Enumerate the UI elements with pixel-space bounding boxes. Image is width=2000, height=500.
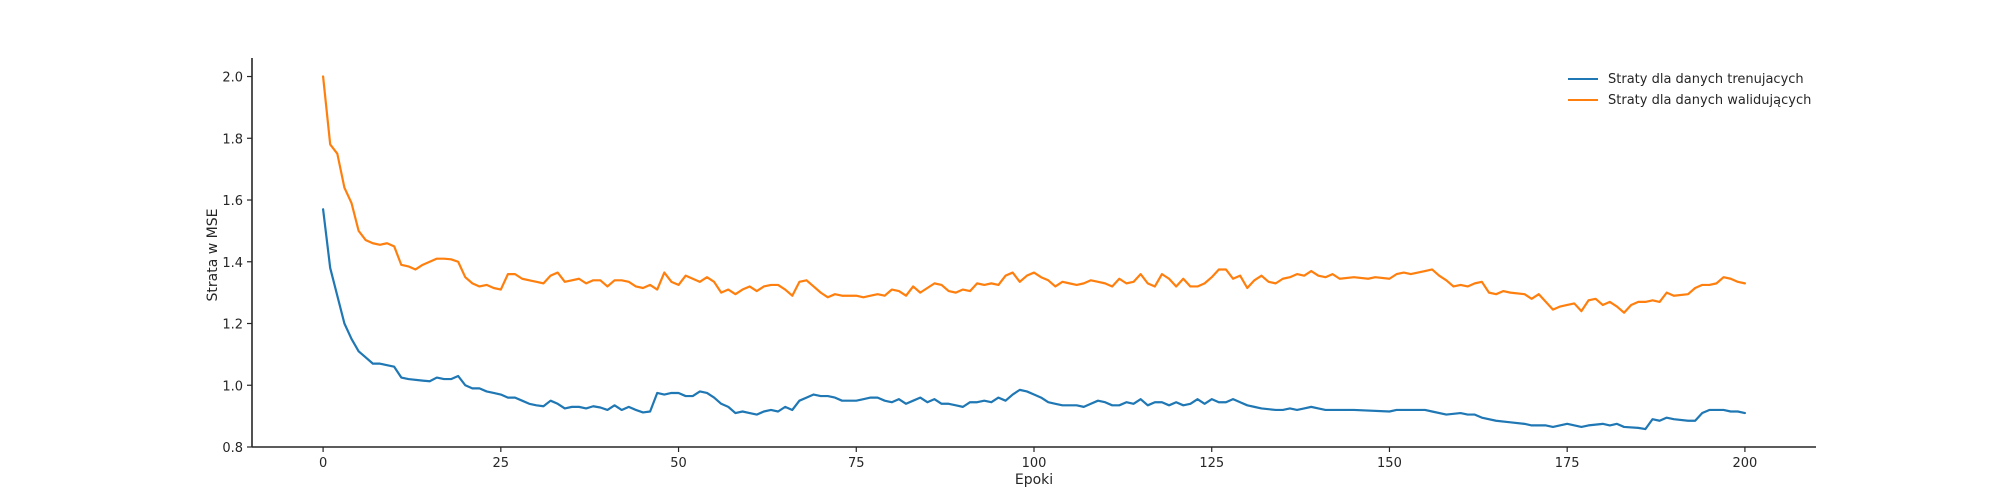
y-tick-label: 2.0 bbox=[222, 71, 243, 86]
y-tick-label: 1.2 bbox=[222, 318, 243, 333]
y-tick-label: 1.0 bbox=[222, 379, 243, 394]
x-tick-label: 50 bbox=[670, 456, 687, 471]
x-ticks: 0 25 50 75 100 125 150 175 200 bbox=[319, 447, 1757, 471]
x-tick-label: 100 bbox=[1022, 456, 1047, 471]
x-tick-label: 0 bbox=[319, 456, 327, 471]
plot-lines bbox=[321, 75, 1747, 431]
legend: Straty dla danych trenujacych Straty dla… bbox=[1568, 72, 1811, 108]
series-line-train bbox=[321, 208, 1747, 431]
y-tick-label: 1.6 bbox=[222, 194, 243, 209]
legend-label-train: Straty dla danych trenujacych bbox=[1608, 72, 1804, 87]
y-tick-label: 1.4 bbox=[222, 256, 243, 271]
x-tick-label: 25 bbox=[493, 456, 510, 471]
legend-label-validation: Straty dla danych walidujących bbox=[1608, 93, 1811, 108]
x-tick-label: 125 bbox=[1199, 456, 1224, 471]
y-axis-label: Strata w MSE bbox=[205, 209, 221, 302]
series-line-validation bbox=[321, 75, 1747, 314]
y-tick-label: 1.8 bbox=[222, 132, 243, 147]
x-tick-label: 150 bbox=[1377, 456, 1402, 471]
x-axis-label: Epoki bbox=[1015, 472, 1053, 488]
y-ticks: 0.8 1.0 1.2 1.4 1.6 1.8 2.0 bbox=[222, 71, 252, 456]
x-tick-label: 175 bbox=[1555, 456, 1580, 471]
x-tick-label: 200 bbox=[1732, 456, 1757, 471]
x-tick-label: 75 bbox=[848, 456, 865, 471]
y-tick-label: 0.8 bbox=[222, 441, 243, 456]
